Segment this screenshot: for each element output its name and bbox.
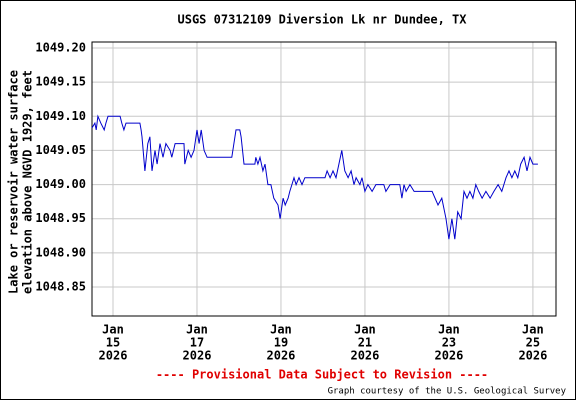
y-tick-label: 1049.00 [35,177,86,191]
credit: Graph courtesy of the U.S. Geological Su… [328,387,567,397]
x-tick-label: Jan [522,323,544,337]
y-tick-label: 1049.05 [35,143,86,157]
x-tick-label: 2026 [267,349,296,363]
x-tick-label: 2026 [434,349,463,363]
x-tick-label: 17 [190,336,204,350]
x-tick-label: 15 [106,336,120,350]
x-tick-label: Jan [438,323,460,337]
y-axis-label: elevation above NGVD 1929, feet [21,70,35,294]
x-tick-label: 25 [526,336,540,350]
x-tick-label: 2026 [183,349,212,363]
x-tick-label: 21 [358,336,372,350]
x-tick-label: 2026 [350,349,379,363]
chart-title: USGS 07312109 Diversion Lk nr Dundee, TX [178,13,468,27]
x-tick-label: Jan [354,323,376,337]
y-tick-label: 1049.15 [35,75,86,89]
y-tick-label: 1048.95 [35,211,86,225]
y-tick-label: 1048.85 [35,279,86,293]
y-tick-label: 1048.90 [35,245,86,259]
x-tick-label: 2026 [99,349,128,363]
provisional-note: ---- Provisional Data Subject to Revisio… [156,368,488,382]
y-tick-label: 1049.10 [35,109,86,123]
x-tick-label: Jan [102,323,124,337]
x-tick-label: 19 [274,336,288,350]
y-tick-label: 1049.20 [35,41,86,55]
x-tick-label: 2026 [518,349,547,363]
plot-border [91,41,557,317]
y-axis-label: Lake or reservoir water surface [7,70,21,294]
x-tick-label: Jan [270,323,292,337]
x-tick-label: 23 [442,336,456,350]
data-line [91,114,538,240]
x-tick-label: Jan [186,323,208,337]
